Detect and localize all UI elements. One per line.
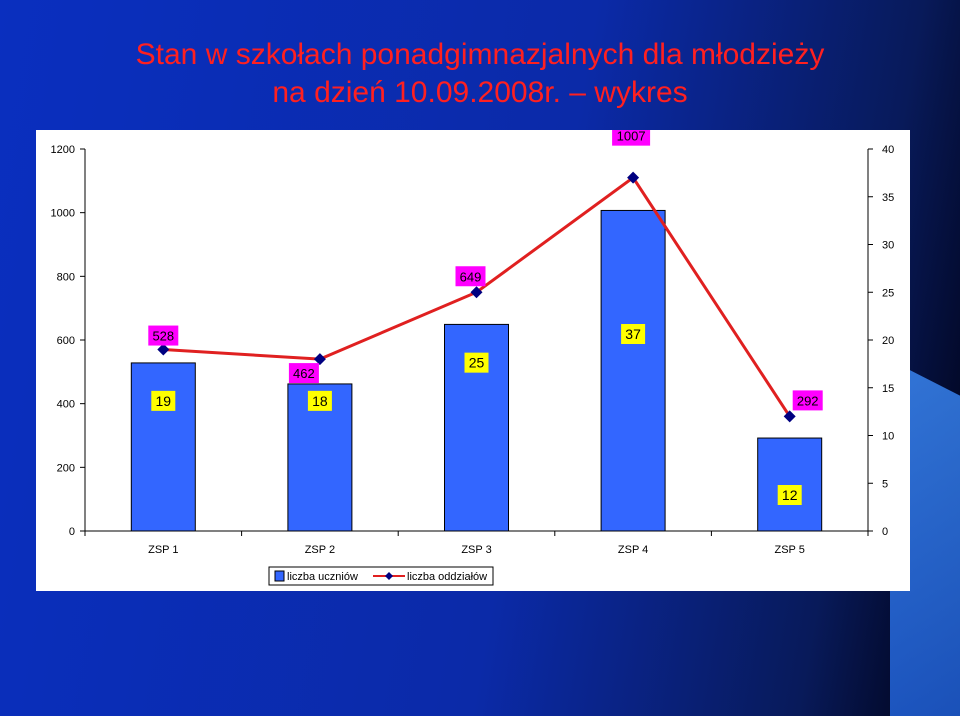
line-value-label: 18 [312,393,328,409]
line-marker [157,343,170,356]
right-tick-label: 5 [882,478,888,490]
title-line-2: na dzień 10.09.2008r. – wykres [272,76,688,109]
right-tick-label: 0 [882,526,888,538]
line-value-label: 19 [156,393,172,409]
bar-zsp-1 [130,362,196,532]
bar-value-label-bg [288,363,319,384]
right-tick-label: 25 [882,287,894,299]
left-tick-label: 1000 [51,208,75,220]
legend-bar-swatch [274,570,285,582]
bar-value-label-bg [148,325,179,346]
bar-zsp-5 [757,437,823,532]
bar-value-label: 649 [460,269,482,284]
line-value-label-bg [151,390,176,411]
chart-panel: 0 200 400 600 800 1000 1200 0 5 10 15 20 25 30 35 40 528… [36,130,910,591]
right-tick-label: 35 [882,192,894,204]
left-tick-label: 1200 [51,144,75,156]
bar-value-label: 1007 [617,130,646,144]
line-marker [627,171,640,184]
right-tick-label: 40 [882,144,894,156]
x-category-label: ZSP 1 [148,544,178,556]
combo-chart: 0 200 400 600 800 1000 1200 0 5 10 15 20 25 30 35 40 528… [51,130,894,586]
legend-label-bars: liczba uczniów [287,571,358,583]
right-tick-label: 20 [882,335,894,347]
bar-value-label-bg [455,266,486,287]
left-tick-label: 600 [57,335,75,347]
line-value-label-bg [307,390,332,411]
x-category-label: ZSP 3 [461,544,491,556]
legend-line-marker [385,572,393,580]
line-value-label: 25 [469,355,485,371]
bar-value-label: 462 [293,366,315,381]
bar-zsp-4 [600,209,666,532]
line-value-label-bg [464,352,489,373]
line-value-label: 37 [625,326,641,342]
bar-value-label: 528 [152,329,174,344]
left-tick-label: 200 [57,462,75,474]
legend-label-line: liczba oddziałów [407,571,487,583]
left-tick-label: 0 [69,526,75,538]
bar-value-label-bg [612,130,651,146]
left-tick-label: 400 [57,399,75,411]
line-marker [313,353,326,366]
line-value-label-bg [621,324,646,344]
bar-value-label: 292 [797,393,819,408]
line-value-label: 12 [782,487,798,503]
right-tick-label: 30 [882,240,894,252]
left-tick-label: 800 [57,271,75,283]
right-tick-label: 15 [882,383,894,395]
title-line-1: Stan w szkołach ponadgimnazjalnych dla m… [135,38,825,71]
bar-value-label-bg [792,390,823,411]
x-category-label: ZSP 2 [305,544,335,556]
line-value-label-bg [777,485,802,505]
slide-title: Stan w szkołach ponadgimnazjalnych dla m… [0,36,960,112]
right-tick-label: 10 [882,431,894,443]
line-marker [783,410,796,423]
line-marker [470,286,483,299]
x-category-label: ZSP 4 [618,544,648,556]
x-category-label: ZSP 5 [775,544,805,556]
